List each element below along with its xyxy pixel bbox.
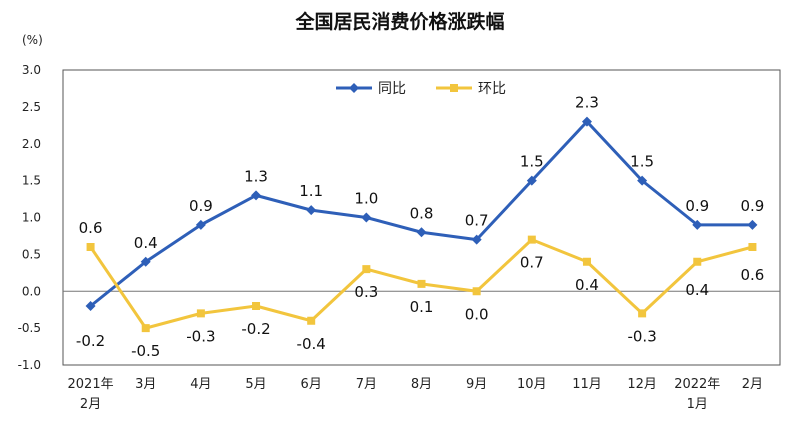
mom-data-label: 0.1 bbox=[410, 298, 434, 316]
mom-point bbox=[638, 309, 647, 318]
yoy-data-label: 1.5 bbox=[520, 153, 544, 171]
yoy-point bbox=[85, 301, 96, 311]
y-tick-label: -1.0 bbox=[18, 358, 41, 372]
x-tick-label: 4月 bbox=[190, 377, 211, 392]
mom-point bbox=[307, 316, 316, 325]
mom-data-label: -0.5 bbox=[131, 342, 160, 360]
mom-point bbox=[748, 243, 757, 251]
y-tick-label: 2.5 bbox=[22, 100, 41, 114]
yoy-data-label: 0.8 bbox=[410, 204, 434, 222]
y-tick-label: 1.0 bbox=[22, 211, 41, 225]
mom-point bbox=[472, 287, 481, 296]
x-tick-label: 2月 bbox=[742, 377, 763, 392]
yoy-point bbox=[306, 205, 317, 216]
legend-label: 环比 bbox=[478, 81, 506, 97]
y-tick-label: -0.5 bbox=[18, 321, 41, 335]
x-tick-label: 11月 bbox=[572, 377, 602, 392]
mom-data-label: 0.0 bbox=[465, 305, 489, 323]
mom-data-label: -0.2 bbox=[241, 320, 270, 338]
y-tick-label: 3.0 bbox=[22, 63, 41, 77]
mom-point bbox=[196, 309, 205, 318]
mom-point bbox=[582, 257, 591, 266]
mom-data-label: 0.4 bbox=[575, 276, 599, 294]
mom-data-label: -0.3 bbox=[627, 327, 656, 345]
yoy-data-label: 0.9 bbox=[189, 197, 213, 215]
y-axis-unit: (%) bbox=[22, 33, 43, 47]
x-tick-label: 2021年 bbox=[68, 377, 114, 392]
x-tick-label: 9月 bbox=[466, 377, 487, 392]
mom-data-label: 0.3 bbox=[354, 283, 378, 301]
series-layer bbox=[85, 116, 758, 333]
mom-point bbox=[86, 243, 95, 251]
yoy-point bbox=[747, 219, 758, 230]
mom-point bbox=[527, 235, 536, 244]
legend-label: 同比 bbox=[378, 81, 406, 97]
data-labels-layer: -0.2 0.4 0.9 1.3 1.1 1.0 0.8 0.7 1.5 2.3 1.5 0.9 0.9… bbox=[76, 94, 764, 361]
mom-data-label: -0.4 bbox=[297, 335, 326, 353]
x-tick-label: 2022年 bbox=[674, 377, 720, 392]
yoy-data-label: 0.9 bbox=[685, 197, 709, 215]
x-tick-label: 1月 bbox=[687, 397, 708, 412]
yoy-point bbox=[251, 190, 262, 201]
yoy-point bbox=[140, 256, 151, 267]
mom-data-label: 0.4 bbox=[685, 281, 709, 299]
yoy-data-label: 1.3 bbox=[244, 167, 268, 185]
yoy-data-label: 0.4 bbox=[134, 234, 158, 252]
x-tick-label: 6月 bbox=[301, 377, 322, 392]
x-tick-label: 7月 bbox=[356, 377, 377, 392]
x-tick-label: 12月 bbox=[627, 377, 657, 392]
yoy-point bbox=[637, 175, 648, 186]
yoy-data-label: 2.3 bbox=[575, 94, 599, 112]
yoy-data-label: 0.7 bbox=[465, 212, 489, 230]
x-tick-label: 3月 bbox=[135, 377, 156, 392]
y-tick-label: 0.0 bbox=[22, 284, 41, 298]
x-tick-label: 5月 bbox=[245, 377, 266, 392]
mom-data-label: -0.3 bbox=[186, 327, 215, 345]
axes-layer: 3.0 2.5 2.0 1.5 1.0 0.5 0.0 -0.5 -1.0 2021年 2月 3月 4月… bbox=[18, 63, 780, 412]
mom-point bbox=[141, 324, 150, 333]
yoy-point bbox=[581, 116, 592, 127]
plot-area-frame bbox=[62, 69, 781, 366]
legend-marker bbox=[349, 83, 359, 93]
y-tick-label: 2.0 bbox=[22, 137, 41, 151]
mom-data-label: 0.6 bbox=[79, 219, 103, 237]
yoy-point bbox=[692, 219, 703, 230]
y-tick-label: 0.5 bbox=[22, 247, 41, 261]
yoy-data-label: -0.2 bbox=[76, 332, 105, 350]
legend-marker bbox=[450, 84, 458, 92]
x-tick-label: 2月 bbox=[80, 397, 101, 412]
mom-point bbox=[252, 302, 261, 310]
x-tick-label: 8月 bbox=[411, 377, 432, 392]
chart-title: 全国居民消费价格涨跌幅 bbox=[294, 10, 504, 33]
legend: 同比 环比 bbox=[336, 81, 506, 97]
yoy-point bbox=[195, 219, 206, 230]
yoy-point bbox=[526, 175, 537, 186]
mom-data-label: 0.7 bbox=[520, 254, 544, 272]
yoy-data-label: 1.0 bbox=[354, 190, 378, 208]
mom-point bbox=[362, 265, 371, 274]
yoy-data-label: 1.5 bbox=[630, 153, 654, 171]
yoy-data-label: 1.1 bbox=[299, 182, 323, 200]
mom-point bbox=[417, 279, 426, 288]
yoy-data-label: 0.9 bbox=[740, 197, 764, 215]
yoy-point bbox=[416, 227, 427, 238]
mom-data-label: 0.6 bbox=[740, 266, 764, 284]
mom-point bbox=[693, 257, 702, 266]
yoy-point bbox=[471, 234, 482, 245]
x-tick-label: 10月 bbox=[517, 377, 547, 392]
y-tick-label: 1.5 bbox=[22, 174, 41, 188]
yoy-point bbox=[361, 212, 372, 223]
